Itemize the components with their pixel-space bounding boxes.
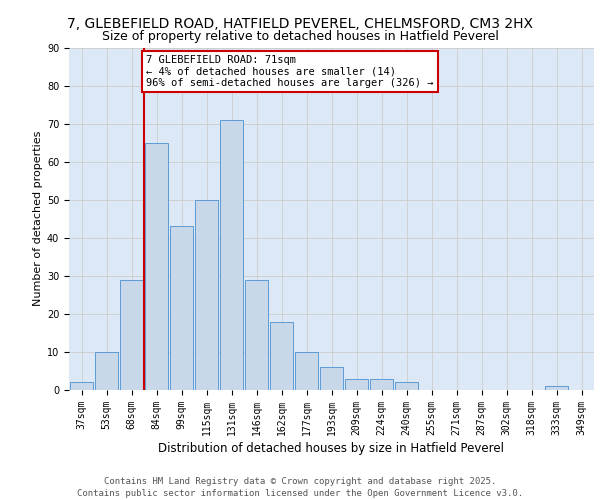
- Bar: [170, 226, 193, 390]
- Y-axis label: Number of detached properties: Number of detached properties: [33, 131, 43, 306]
- Text: Size of property relative to detached houses in Hatfield Peverel: Size of property relative to detached ho…: [101, 30, 499, 43]
- Bar: [220, 120, 243, 390]
- Bar: [195, 200, 218, 390]
- Bar: [395, 382, 418, 390]
- Bar: [245, 280, 268, 390]
- Bar: [295, 352, 318, 390]
- Bar: [345, 378, 368, 390]
- Bar: [545, 386, 568, 390]
- Bar: [145, 142, 168, 390]
- Bar: [70, 382, 93, 390]
- Text: 7, GLEBEFIELD ROAD, HATFIELD PEVEREL, CHELMSFORD, CM3 2HX: 7, GLEBEFIELD ROAD, HATFIELD PEVEREL, CH…: [67, 18, 533, 32]
- X-axis label: Distribution of detached houses by size in Hatfield Peverel: Distribution of detached houses by size …: [158, 442, 505, 455]
- Bar: [95, 352, 118, 390]
- Text: Contains HM Land Registry data © Crown copyright and database right 2025.
Contai: Contains HM Land Registry data © Crown c…: [77, 476, 523, 498]
- Bar: [270, 322, 293, 390]
- Bar: [320, 367, 343, 390]
- Text: 7 GLEBEFIELD ROAD: 71sqm
← 4% of detached houses are smaller (14)
96% of semi-de: 7 GLEBEFIELD ROAD: 71sqm ← 4% of detache…: [146, 55, 434, 88]
- Bar: [120, 280, 143, 390]
- Bar: [370, 378, 393, 390]
